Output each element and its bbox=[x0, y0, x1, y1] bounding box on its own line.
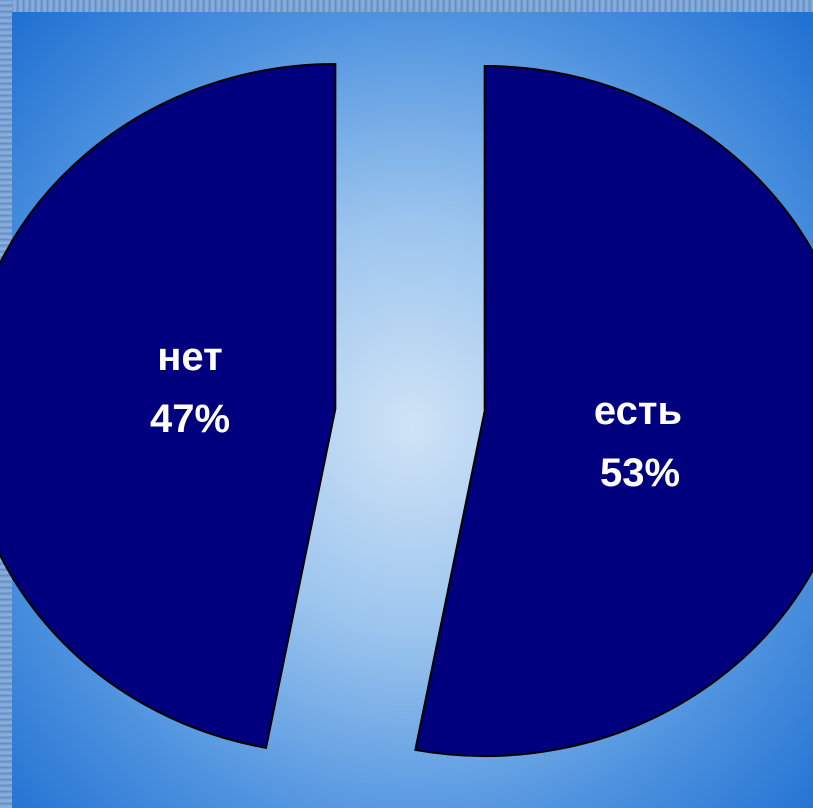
pie-slice-est bbox=[414, 65, 813, 758]
slice-label-net: нет bbox=[157, 335, 222, 379]
top-border bbox=[0, 0, 813, 12]
slice-value-est: 53% bbox=[600, 451, 680, 495]
slice-value-net: 47% bbox=[150, 397, 230, 441]
slice-label-est: есть bbox=[594, 389, 682, 433]
pie-slice-net bbox=[0, 62, 337, 749]
